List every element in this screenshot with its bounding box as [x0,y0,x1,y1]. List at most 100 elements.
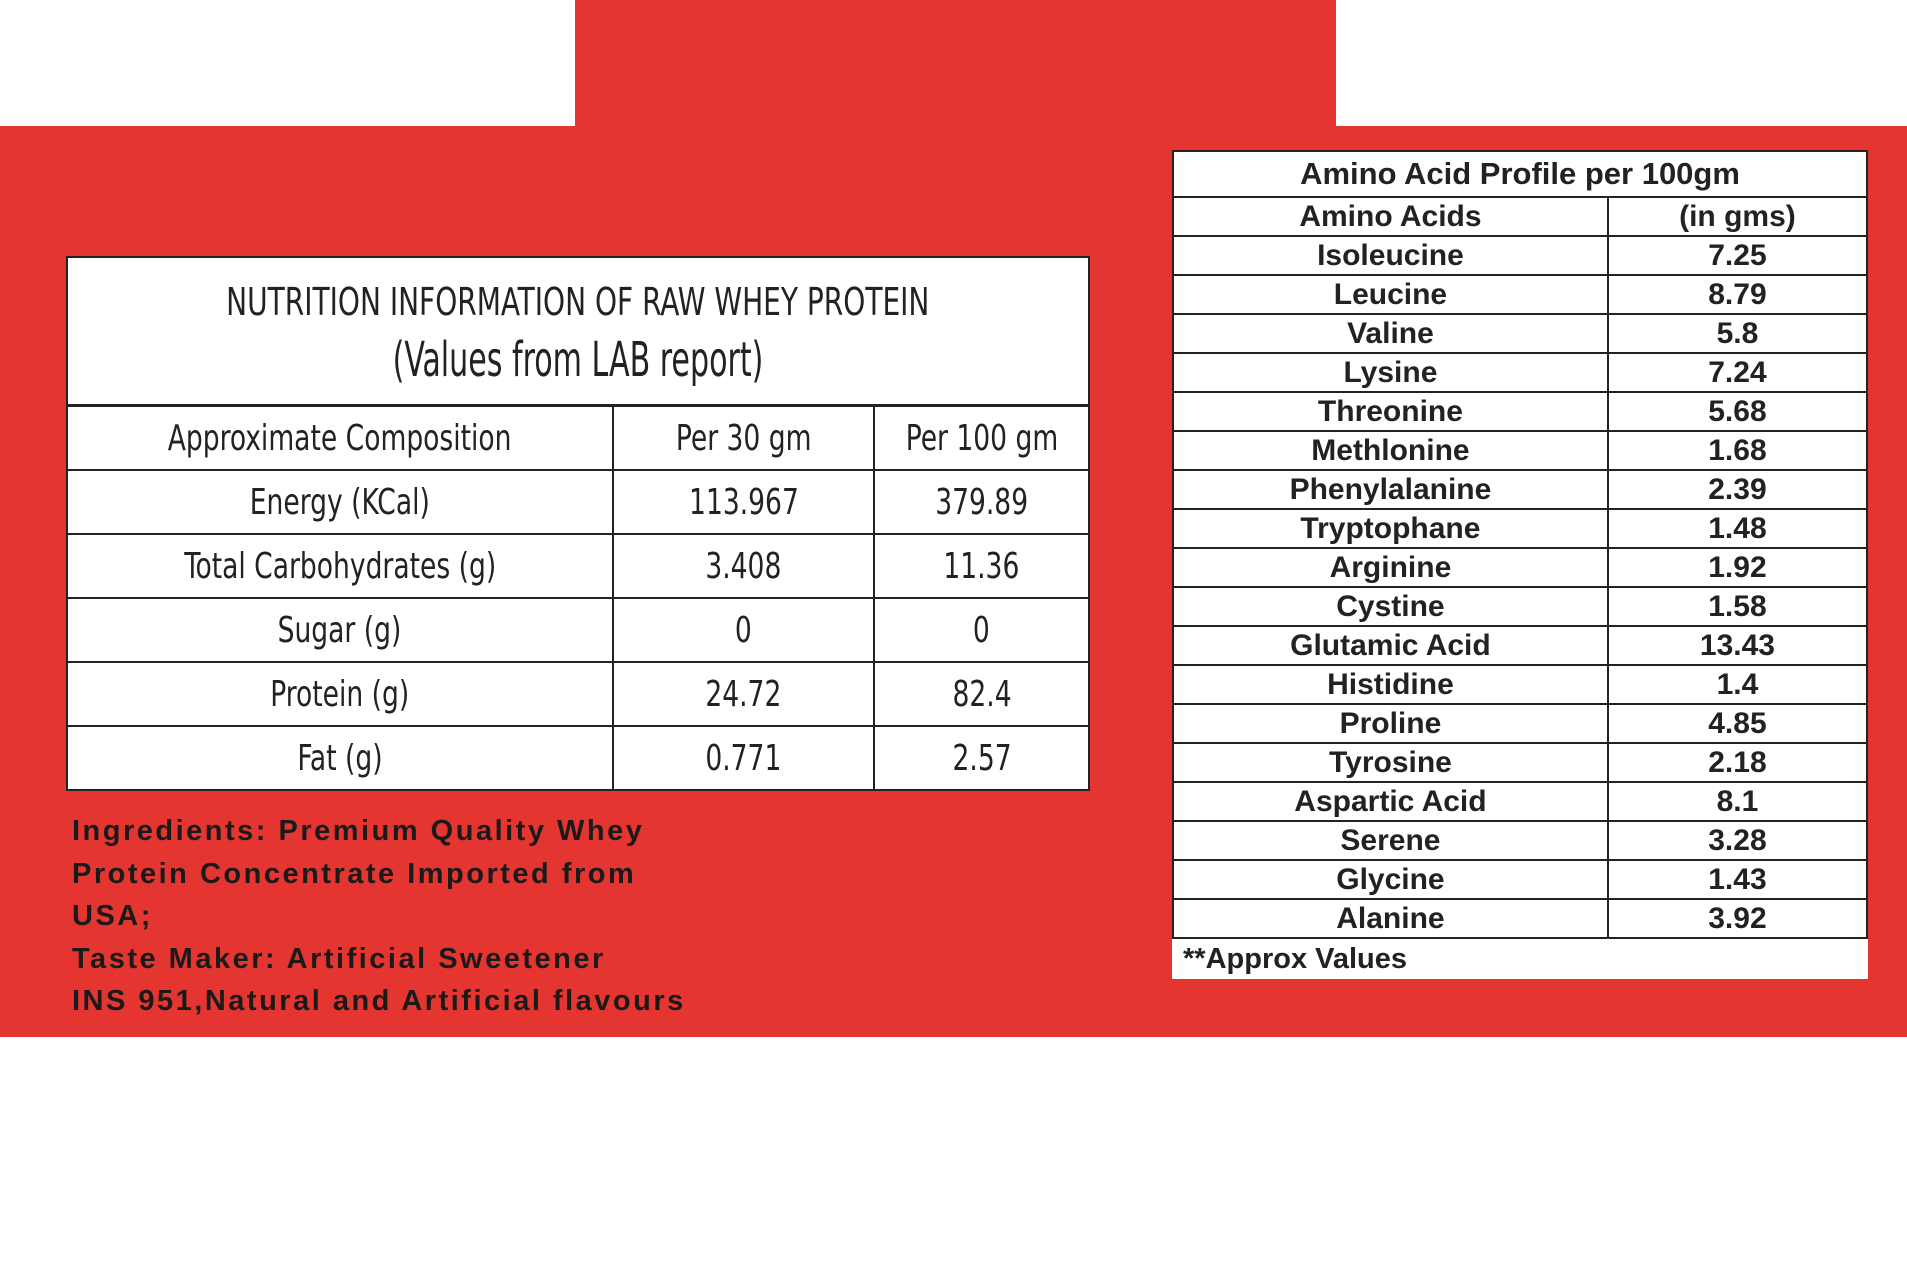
amino-name: Threonine [1172,391,1609,432]
amino-name: Glutamic Acid [1172,625,1609,666]
amino-row: Glutamic Acid 13.43 [1172,625,1869,666]
amino-value: 13.43 [1606,625,1869,666]
amino-row: Phenylalanine 2.39 [1172,469,1869,510]
ingredients-line: Taste Maker: Artificial Sweetener [72,942,606,975]
amino-value: 5.68 [1606,391,1869,432]
amino-row: Cystine 1.58 [1172,586,1869,627]
amino-name: Alanine [1172,898,1609,939]
nutrition-cell: Sugar (g) [66,597,614,663]
amino-value: 1.48 [1606,508,1869,549]
amino-name: Isoleucine [1172,235,1609,276]
nutrition-header-cell-text: Per 100 gm [905,417,1058,459]
amino-value: 1.58 [1606,586,1869,627]
amino-name: Valine [1172,313,1609,354]
nutrition-title-cell: NUTRITION INFORMATION OF RAW WHEY PROTEI… [66,256,1090,407]
amino-name: Cystine [1172,586,1609,627]
amino-name: Phenylalanine [1172,469,1609,510]
nutrition-row: Sugar (g) 0 0 [66,597,1090,663]
amino-name: Serene [1172,820,1609,861]
nutrition-row: Fat (g) 0.771 2.57 [66,725,1090,791]
nutrition-cell: 2.57 [873,725,1090,791]
amino-value: 1.4 [1606,664,1869,705]
nutrition-cell-text: Total Carbohydrates (g) [183,545,496,587]
amino-name: Tyrosine [1172,742,1609,783]
amino-row: Lysine 7.24 [1172,352,1869,393]
amino-value: 7.24 [1606,352,1869,393]
nutrition-table: NUTRITION INFORMATION OF RAW WHEY PROTEI… [66,256,1090,791]
amino-acid-table: Amino Acid Profile per 100gm Amino Acids… [1172,150,1869,979]
nutrition-cell: Total Carbohydrates (g) [66,533,614,599]
nutrition-row: Protein (g) 24.72 82.4 [66,661,1090,727]
nutrition-cell-text: Energy (KCal) [249,481,430,523]
nutrition-cell: 3.408 [611,533,876,599]
amino-title: Amino Acid Profile per 100gm [1172,150,1868,198]
nutrition-cell: 82.4 [873,661,1090,727]
amino-name: Methlonine [1172,430,1609,471]
nutrition-cell: 0.771 [611,725,876,791]
amino-row: Tryptophane 1.48 [1172,508,1869,549]
nutrition-cell-text: 379.89 [935,481,1029,523]
amino-name: Proline [1172,703,1609,744]
ingredients-line: INS 951,Natural and Artificial flavours [72,985,686,1017]
nutrition-cell-text: 24.72 [705,673,782,715]
amino-name: Leucine [1172,274,1609,315]
amino-value: 7.25 [1606,235,1869,276]
amino-row: Arginine 1.92 [1172,547,1869,588]
ingredients-text: Ingredients: Premium Quality Whey Protein… [72,810,686,1023]
ingredients-line: Protein Concentrate Imported from [72,857,637,890]
amino-value: 1.43 [1606,859,1869,900]
nutrition-header-cell: Per 30 gm [611,404,876,471]
amino-value: 3.28 [1606,820,1869,861]
nutrition-cell: 24.72 [611,661,876,727]
nutrition-cell: 0 [873,597,1090,663]
nutrition-cell-text: 82.4 [952,673,1012,715]
amino-header-cell: Amino Acids [1172,196,1609,237]
amino-row: Serene 3.28 [1172,820,1869,861]
nutrition-cell: 11.36 [873,533,1090,599]
nutrition-cell: 379.89 [873,469,1090,535]
nutrition-header-cell-text: Per 30 gm [675,417,812,459]
amino-row: Tyrosine 2.18 [1172,742,1869,783]
nutrition-header-cell-text: Approximate Composition [168,417,512,459]
amino-row: Leucine 8.79 [1172,274,1869,315]
amino-value: 1.68 [1606,430,1869,471]
nutrition-cell: Energy (KCal) [66,469,614,535]
amino-row: Alanine 3.92 [1172,898,1869,939]
amino-row: Threonine 5.68 [1172,391,1869,432]
amino-name: Lysine [1172,352,1609,393]
nutrition-cell-text: Protein (g) [270,673,410,715]
amino-value: 5.8 [1606,313,1869,354]
amino-name: Tryptophane [1172,508,1609,549]
amino-footnote: **Approx Values [1183,942,1408,975]
nutrition-row: Total Carbohydrates (g) 3.408 11.36 [66,533,1090,599]
amino-row: Valine 5.8 [1172,313,1869,354]
amino-value: 2.39 [1606,469,1869,510]
nutrition-row: Energy (KCal) 113.967 379.89 [66,469,1090,535]
amino-row: Isoleucine 7.25 [1172,235,1869,276]
amino-value: 4.85 [1606,703,1869,744]
amino-value: 2.18 [1606,742,1869,783]
nutrition-cell: 113.967 [611,469,876,535]
amino-row: Methlonine 1.68 [1172,430,1869,471]
nutrition-cell: Protein (g) [66,661,614,727]
amino-value: 3.92 [1606,898,1869,939]
amino-row: Histidine 1.4 [1172,664,1869,705]
nutrition-cell-text: Sugar (g) [278,609,402,651]
nutrition-header-row: Approximate Composition Per 30 gm Per 100 … [66,404,1090,471]
amino-row: Glycine 1.43 [1172,859,1869,900]
amino-header-row: Amino Acids (in gms) [1172,196,1869,237]
amino-name: Arginine [1172,547,1609,588]
nutrition-cell-text: 0 [735,609,753,651]
nutrition-cell-text: 0.771 [705,737,782,779]
amino-row: Proline 4.85 [1172,703,1869,744]
nutrition-cell: Fat (g) [66,725,614,791]
amino-header-cell: (in gms) [1606,196,1869,237]
nutrition-header-cell: Per 100 gm [873,404,1090,471]
nutrition-cell-text: 0 [973,609,991,651]
amino-value: 8.1 [1606,781,1869,822]
nutrition-cell-text: 2.57 [952,737,1012,779]
nutrition-title: NUTRITION INFORMATION OF RAW WHEY PROTEI… [226,280,930,324]
nutrition-cell-text: 3.408 [705,545,782,587]
nutrition-cell-text: 113.967 [688,481,799,523]
nutrition-cell-text: Fat (g) [297,737,383,779]
